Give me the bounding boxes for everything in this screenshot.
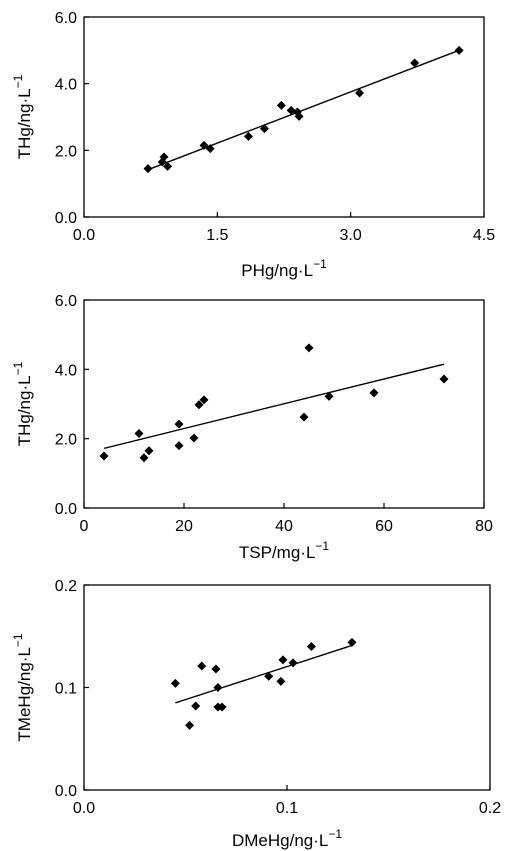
y-axis-label-superscript: −1 (11, 74, 25, 88)
trend-line (175, 644, 353, 704)
data-point (144, 446, 154, 456)
x-tick-label: 20 (175, 518, 193, 535)
x-tick-label: 3.0 (340, 227, 362, 244)
y-axis-label-superscript: −1 (11, 361, 25, 375)
x-axis-label: PHg/ng·L−1 (241, 257, 327, 280)
x-tick-label: 4.5 (473, 227, 495, 244)
x-axis-label: DMeHg/ng·L−1 (232, 827, 342, 850)
data-point (185, 720, 195, 730)
data-point (139, 453, 149, 463)
trend-line (147, 49, 460, 171)
data-point (259, 124, 269, 134)
x-axis-label-superscript: −1 (315, 539, 329, 553)
x-axis-label-superscript: −1 (313, 257, 327, 271)
y-tick-label: 0.0 (55, 210, 77, 227)
x-tick-label: 80 (475, 518, 493, 535)
data-point (217, 702, 227, 712)
y-tick-label: 4.0 (55, 362, 77, 379)
trend-line (103, 363, 445, 450)
x-tick-label: 0.2 (479, 800, 501, 817)
data-point (410, 58, 420, 68)
chart-3: 0.0 0.1 0.2 0.0 0.1 0.2 DMeHg/ng·L−1 TMeHg/ng·L… (11, 578, 501, 850)
data-point (163, 161, 173, 171)
data-point (191, 701, 201, 711)
data-point (197, 661, 207, 671)
data-point (439, 374, 449, 384)
data-point (99, 451, 109, 461)
x-tick-label: 40 (275, 518, 293, 535)
data-point (294, 111, 304, 121)
y-axis-label: TMeHg/ng·L−1 (11, 633, 34, 741)
plot-frame (83, 16, 485, 218)
y-tick-label: 4.0 (55, 77, 77, 94)
x-tick-label: 0.1 (276, 800, 298, 817)
data-point (306, 642, 316, 651)
data-point (213, 683, 223, 692)
y-tick-label: 6.0 (55, 293, 77, 310)
data-point (170, 678, 180, 688)
plot-frame (83, 584, 491, 791)
data-point (369, 388, 379, 398)
data-point (143, 164, 153, 174)
chart-1: 0.0 1.5 3.0 4.5 0.0 2.0 4.0 6.0 PHg/ng·L−1 THg/ng… (11, 10, 495, 280)
data-point (174, 441, 184, 451)
data-point (243, 131, 253, 141)
data-point (159, 152, 169, 162)
data-point (134, 428, 144, 438)
x-tick-label: 0.0 (73, 227, 95, 244)
data-point (304, 343, 314, 353)
x-tick-label: 1.5 (206, 227, 228, 244)
data-point (199, 395, 209, 405)
data-point (174, 419, 184, 429)
y-tick-label: 0.2 (55, 578, 77, 595)
data-point (286, 105, 296, 115)
data-point (264, 671, 274, 681)
data-point (276, 676, 286, 686)
data-point (347, 637, 357, 647)
y-tick-label: 0.0 (55, 501, 77, 518)
x-tick-label: 60 (375, 518, 393, 535)
data-point (199, 140, 209, 150)
x-axis-label-superscript: −1 (328, 827, 342, 841)
data-point (278, 655, 288, 665)
y-tick-label: 0.0 (55, 783, 77, 800)
data-point (324, 391, 334, 401)
y-axis-label-superscript: −1 (11, 633, 25, 647)
x-axis-label: TSP/mg·L−1 (239, 539, 330, 562)
data-point (355, 88, 365, 98)
data-point (194, 400, 204, 410)
data-point (288, 658, 298, 668)
data-point (276, 100, 286, 110)
data-point (454, 45, 464, 55)
y-tick-label: 2.0 (55, 143, 77, 160)
x-tick-label: 0 (80, 518, 89, 535)
data-point (189, 433, 199, 443)
data-point (299, 412, 309, 422)
y-tick-label: 0.1 (55, 681, 77, 698)
data-point (205, 144, 215, 154)
y-axis-label: THg/ng·L−1 (11, 361, 34, 446)
chart-2: 0 20 40 60 80 0.0 2.0 4.0 6.0 TSP/mg·L−1 THg/ng·L−… (11, 293, 493, 562)
data-point (211, 664, 221, 674)
y-tick-label: 2.0 (55, 432, 77, 449)
y-axis-label: THg/ng·L−1 (11, 74, 34, 159)
x-tick-label: 0.0 (73, 800, 95, 817)
y-tick-label: 6.0 (55, 10, 77, 27)
